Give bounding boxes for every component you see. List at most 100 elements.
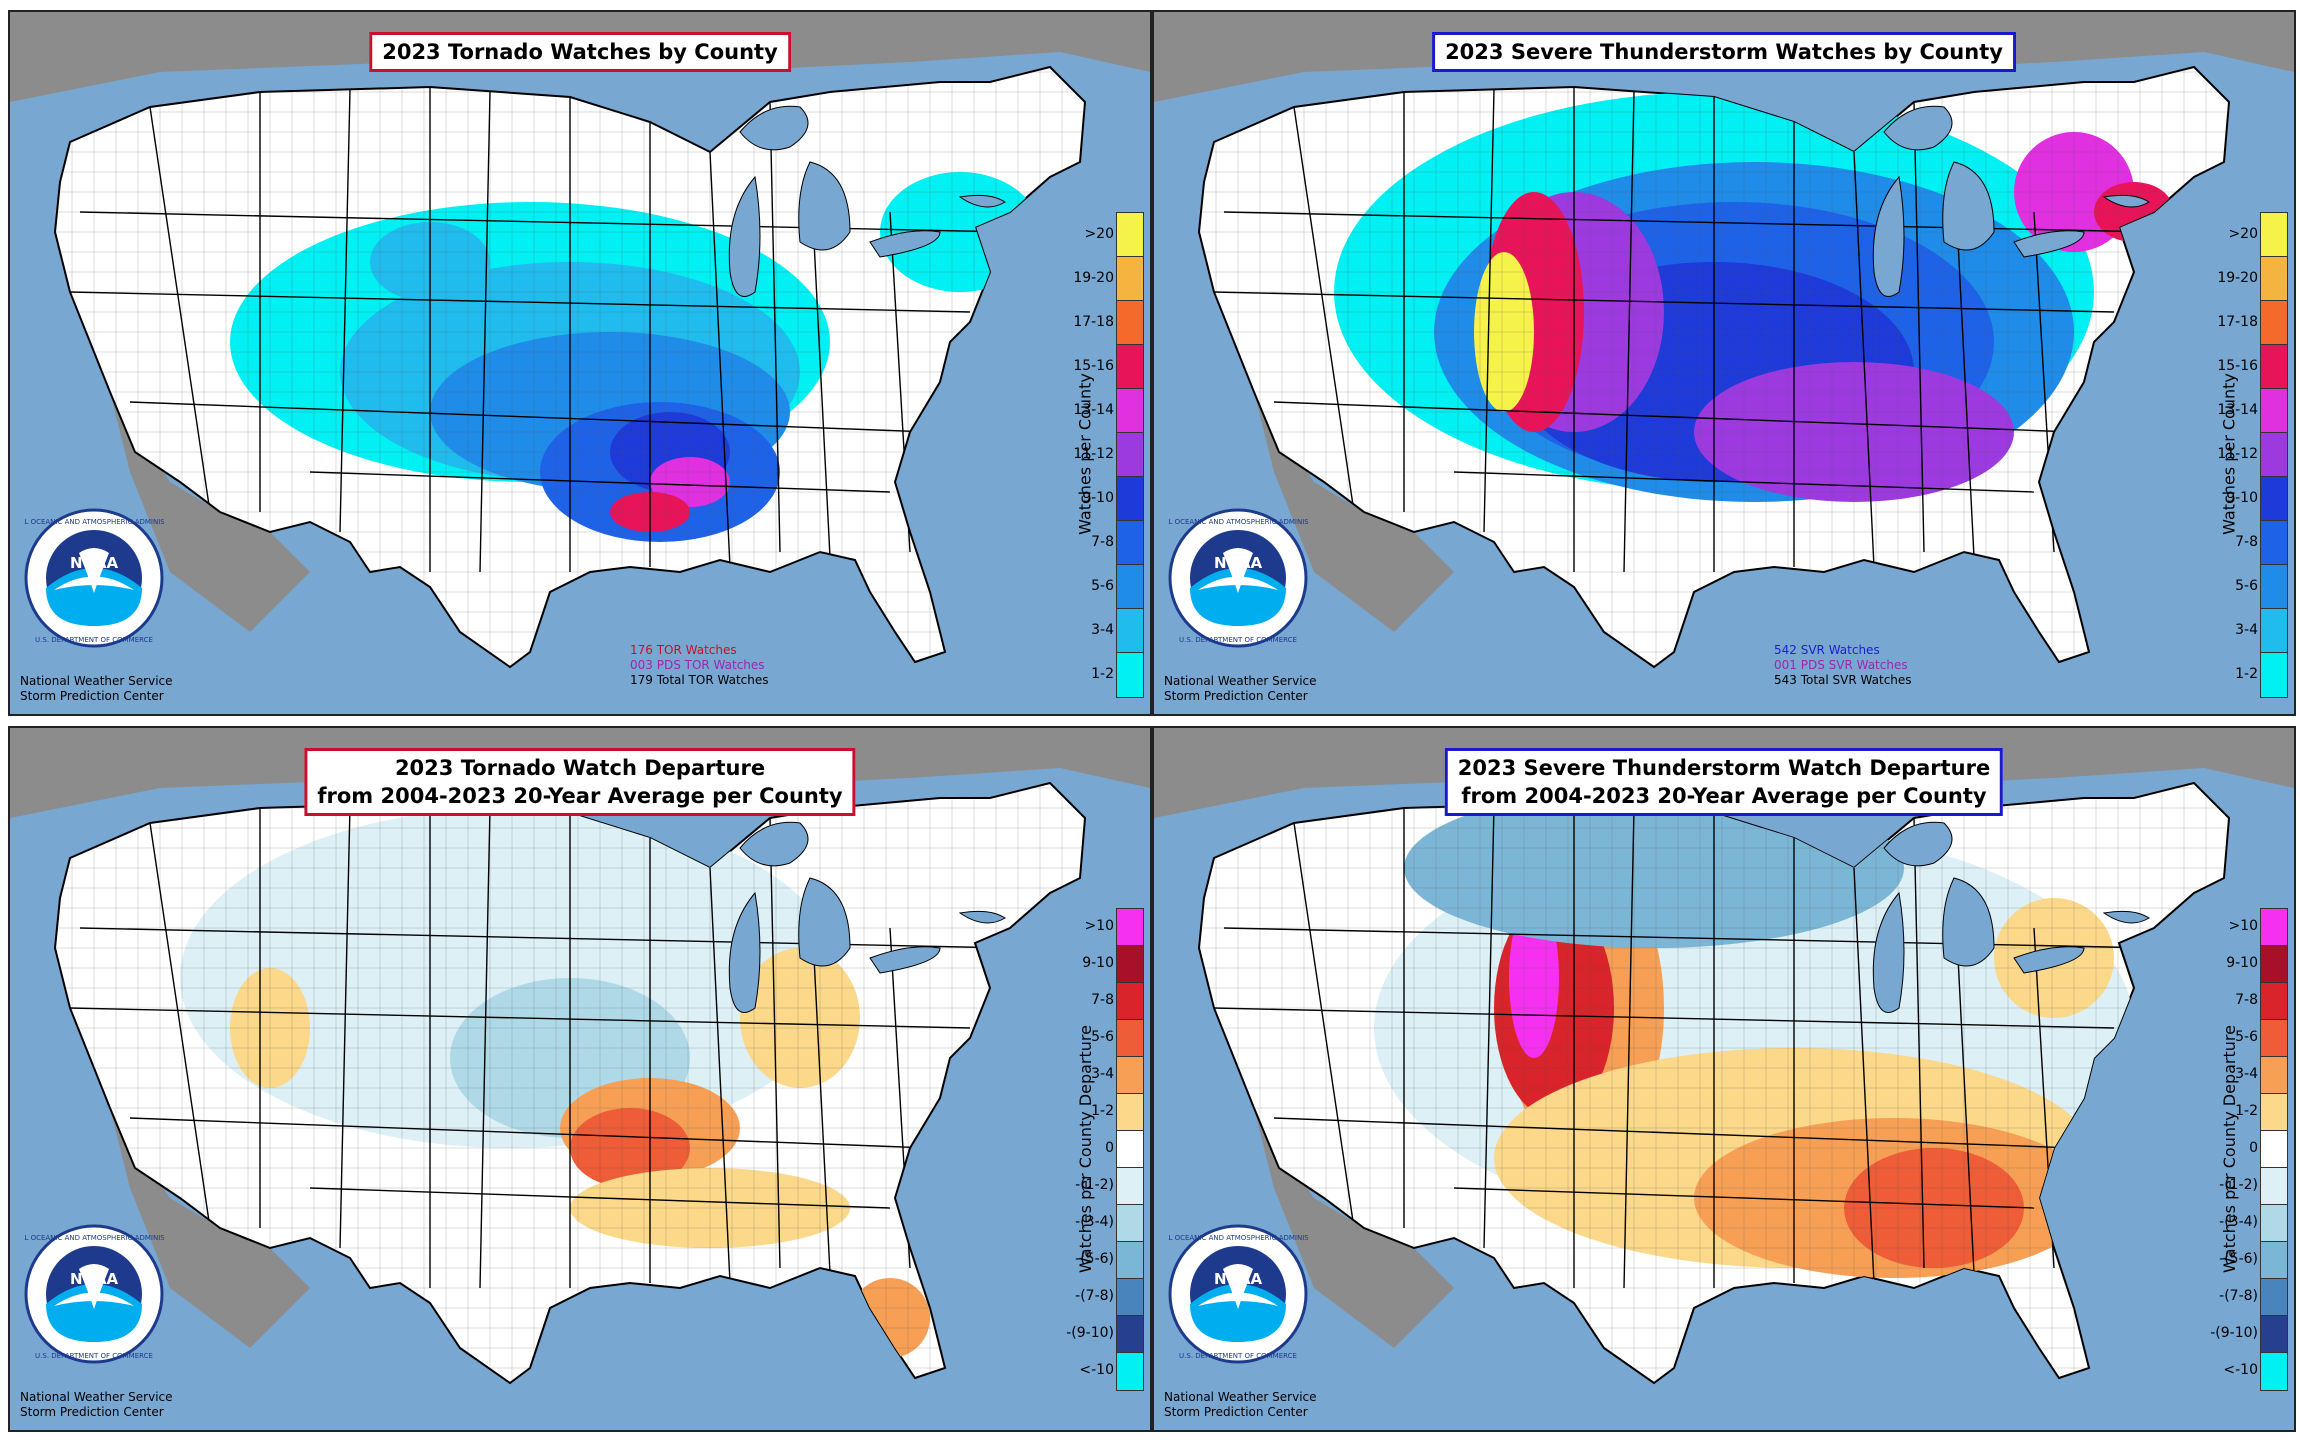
legend-label: >20	[2228, 226, 2258, 242]
state-border	[309, 1187, 891, 1209]
great-lake	[728, 175, 761, 297]
state-border	[129, 401, 931, 433]
legend-label: 17-18	[1073, 314, 1114, 330]
watch-shading	[55, 783, 1085, 1383]
legend-label: -(7-8)	[1075, 1288, 1114, 1304]
legend-label: >20	[1084, 226, 1114, 242]
legend-label: 13-14	[2217, 402, 2258, 418]
watch-count-summary: 176 TOR Watches 003 PDS TOR Watches 179 To…	[630, 643, 768, 688]
legend-label: -(3-4)	[1075, 1214, 1114, 1230]
credit-line: Storm Prediction Center	[20, 689, 164, 703]
credit-line: National Weather Service	[20, 1390, 173, 1404]
great-lake	[2102, 194, 2150, 208]
panel-title: 2023 Tornado Watches by County	[369, 32, 791, 72]
legend-label: 9-10	[1082, 490, 1114, 506]
tornado-departure-panel: 2023 Tornado Watch Departure from 2004-20…	[8, 726, 1152, 1432]
svg-text:U.S. DEPARTMENT OF COMMERCE: U.S. DEPARTMENT OF COMMERCE	[1179, 636, 1297, 644]
legend-swatch	[1117, 433, 1143, 477]
legend-swatch	[1117, 257, 1143, 301]
legend-label: -(9-10)	[2210, 1325, 2258, 1341]
legend-label: <-10	[2223, 1362, 2258, 1378]
legend-swatch	[1117, 301, 1143, 345]
legend-label: 5-6	[1091, 1029, 1114, 1045]
state-border	[1623, 91, 1635, 573]
legend-swatch	[2261, 909, 2287, 946]
legend-swatch	[2261, 301, 2287, 345]
state-border	[479, 807, 491, 1289]
legend-swatch	[1117, 477, 1143, 521]
legend-label: 5-6	[2235, 578, 2258, 594]
legend-swatch	[2261, 521, 2287, 565]
panel-title-line: 2023 Tornado Watches by County	[382, 40, 778, 64]
state-border	[129, 1117, 931, 1149]
great-lake	[1872, 175, 1905, 297]
legend-swatch	[1117, 609, 1143, 653]
legend-swatch	[1117, 213, 1143, 257]
legend-swatch	[2261, 1131, 2287, 1168]
state-border	[1213, 291, 2115, 313]
legend-swatch	[1117, 389, 1143, 433]
legend-label: 19-20	[2217, 270, 2258, 286]
legend-label: >10	[1084, 918, 1114, 934]
legend-swatch	[1117, 983, 1143, 1020]
legend-swatch	[1117, 1279, 1143, 1316]
panel-title-line: 2023 Severe Thunderstorm Watches by Coun…	[1445, 40, 2003, 64]
state-border	[79, 211, 1011, 233]
watch-shading	[55, 67, 1085, 667]
legend-swatch	[1117, 1131, 1143, 1168]
legend-label: <-10	[1079, 1362, 1114, 1378]
state-border	[479, 91, 491, 573]
legend-swatch	[2261, 257, 2287, 301]
legend-swatch	[1117, 565, 1143, 609]
legend-label: -(7-8)	[2219, 1288, 2258, 1304]
great-lake	[1872, 891, 1905, 1013]
panel-title: 2023 Severe Thunderstorm Watch Departure…	[1444, 748, 2004, 816]
legend-swatch	[1117, 946, 1143, 983]
legend-label: 3-4	[2235, 622, 2258, 638]
legend-label: 1-2	[1091, 666, 1114, 682]
legend-label: 7-8	[1091, 534, 1114, 550]
svg-text:U.S. DEPARTMENT OF COMMERCE: U.S. DEPARTMENT OF COMMERCE	[35, 1352, 153, 1360]
watch-count-line: 543 Total SVR Watches	[1774, 673, 1912, 687]
legend-label: 17-18	[2217, 314, 2258, 330]
legend-label: 3-4	[1091, 622, 1114, 638]
svr-watches-panel: 2023 Severe Thunderstorm Watches by Coun…	[1152, 10, 2296, 716]
legend-swatch	[2261, 1168, 2287, 1205]
great-lake	[2013, 230, 2085, 258]
credit-text: National Weather Service Storm Prediction…	[20, 1390, 173, 1420]
legend-label: 5-6	[2235, 1029, 2258, 1045]
state-border	[1223, 211, 2155, 233]
legend-title: Watches per County Departure	[2220, 1024, 2239, 1273]
credit-line: Storm Prediction Center	[1164, 689, 1308, 703]
great-lake	[2102, 910, 2150, 924]
shading-region	[740, 948, 860, 1088]
panel-title-line: from 2004-2023 20-Year Average per Count…	[1461, 784, 1987, 808]
svr-departure-panel: 2023 Severe Thunderstorm Watch Departure…	[1152, 726, 2296, 1432]
great-lake	[869, 946, 941, 974]
state-border	[1293, 106, 1355, 513]
watch-count-line: 179 Total TOR Watches	[630, 673, 769, 687]
legend-label: >10	[2228, 918, 2258, 934]
state-border	[149, 822, 211, 1229]
legend-swatch	[1117, 1168, 1143, 1205]
credit-line: Storm Prediction Center	[20, 1405, 164, 1419]
mexico-landmass	[110, 1108, 310, 1348]
legend-swatch	[1117, 1094, 1143, 1131]
state-border	[1213, 1007, 2115, 1029]
color-legend	[1116, 908, 1144, 1391]
legend-label: -(5-6)	[2219, 1251, 2258, 1267]
color-legend	[2260, 212, 2288, 698]
credit-text: National Weather Service Storm Prediction…	[20, 674, 173, 704]
panel-title-line: 2023 Tornado Watch Departure	[394, 756, 766, 780]
legend-swatch	[1117, 1020, 1143, 1057]
state-border	[1623, 807, 1635, 1289]
svg-text:U.S. DEPARTMENT OF COMMERCE: U.S. DEPARTMENT OF COMMERCE	[1179, 1352, 1297, 1360]
legend-swatch	[2261, 213, 2287, 257]
watch-count-summary: 542 SVR Watches 001 PDS SVR Watches 543 To…	[1774, 643, 1912, 688]
shading-region	[1214, 888, 1334, 1068]
legend-label: 7-8	[2235, 992, 2258, 1008]
legend-label: -(3-4)	[2219, 1214, 2258, 1230]
legend-label: 1-2	[1091, 1103, 1114, 1119]
legend-swatch	[2261, 1020, 2287, 1057]
us-county-map	[10, 728, 1150, 1430]
